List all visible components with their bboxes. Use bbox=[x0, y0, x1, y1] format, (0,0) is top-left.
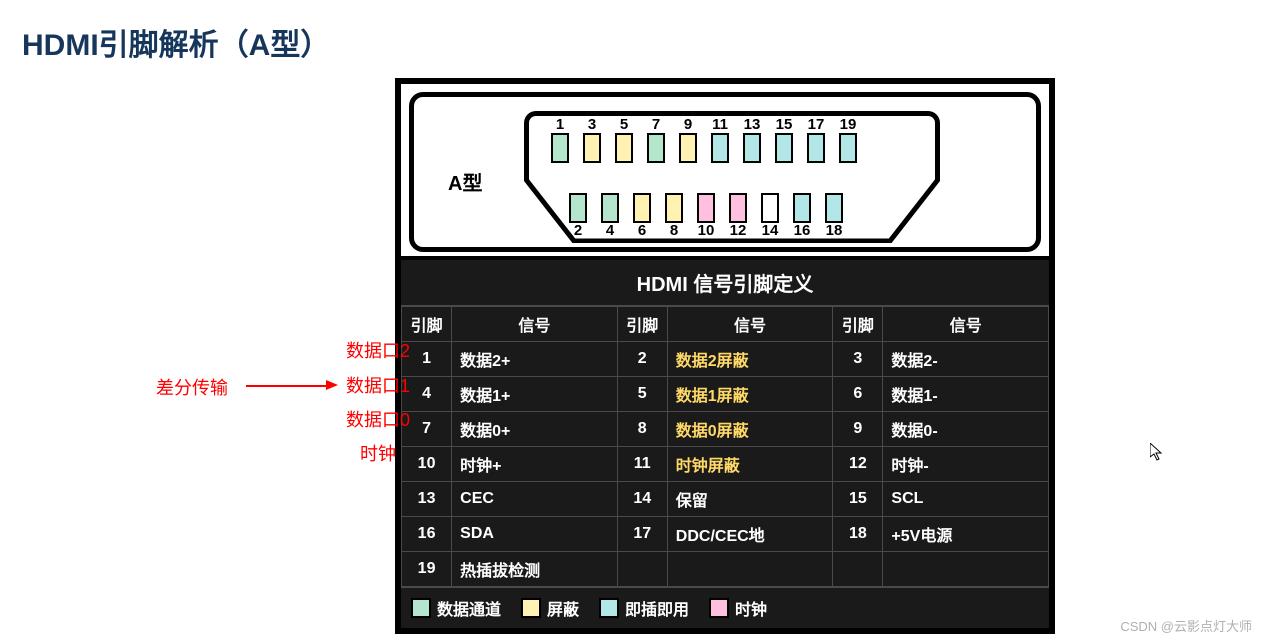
pin-number-cell bbox=[833, 552, 883, 587]
signal-cell: 数据1屏蔽 bbox=[667, 377, 833, 412]
pin-number-cell: 19 bbox=[402, 552, 452, 587]
table-header: 引脚 bbox=[833, 307, 883, 342]
annot-row-1: 数据口1 bbox=[346, 372, 410, 398]
page-title: HDMI引脚解析（A型） bbox=[22, 20, 330, 64]
legend-label: 即插即用 bbox=[625, 596, 689, 620]
table-title: HDMI 信号引脚定义 bbox=[401, 260, 1049, 306]
cursor-icon bbox=[1150, 443, 1164, 466]
pin-table: HDMI 信号引脚定义 引脚信号引脚信号引脚信号 1数据2+2数据2屏蔽3数据2… bbox=[401, 260, 1049, 628]
pin-10: 10 bbox=[694, 193, 718, 239]
table-row: 13CEC14保留15SCL bbox=[402, 482, 1049, 517]
legend-label: 时钟 bbox=[735, 596, 767, 620]
pin-19: 19 bbox=[836, 117, 860, 163]
pin-number-cell: 12 bbox=[833, 447, 883, 482]
legend: 数据通道 屏蔽 即插即用 时钟 bbox=[401, 587, 1049, 628]
table-header: 信号 bbox=[452, 307, 618, 342]
pin-number-cell: 9 bbox=[833, 412, 883, 447]
signal-cell: CEC bbox=[452, 482, 618, 517]
signal-cell: 数据2- bbox=[883, 342, 1049, 377]
legend-swatch bbox=[599, 598, 619, 618]
pin-5: 5 bbox=[612, 117, 636, 163]
table-header: 信号 bbox=[667, 307, 833, 342]
pin-14: 14 bbox=[758, 193, 782, 239]
annot-row-0: 数据口2 bbox=[346, 337, 410, 363]
pin-number-cell: 8 bbox=[617, 412, 667, 447]
signal-cell: +5V电源 bbox=[883, 517, 1049, 552]
table-row: 1数据2+2数据2屏蔽3数据2- bbox=[402, 342, 1049, 377]
pin-number-cell: 17 bbox=[617, 517, 667, 552]
pin-16: 16 bbox=[790, 193, 814, 239]
pin-number-cell: 11 bbox=[617, 447, 667, 482]
table-row: 10时钟+11时钟屏蔽12时钟- bbox=[402, 447, 1049, 482]
annot-row-3: 时钟 bbox=[360, 440, 396, 466]
pin-6: 6 bbox=[630, 193, 654, 239]
signal-cell: 保留 bbox=[667, 482, 833, 517]
signal-cell: 时钟屏蔽 bbox=[667, 447, 833, 482]
pin-number-cell bbox=[617, 552, 667, 587]
signal-cell: 数据2屏蔽 bbox=[667, 342, 833, 377]
signal-cell: 数据0- bbox=[883, 412, 1049, 447]
watermark: CSDN @云影点灯大师 bbox=[1120, 616, 1252, 635]
signal-cell: 数据0+ bbox=[452, 412, 618, 447]
table-row: 16SDA17DDC/CEC地18+5V电源 bbox=[402, 517, 1049, 552]
pin-9: 9 bbox=[676, 117, 700, 163]
legend-swatch bbox=[411, 598, 431, 618]
pin-2: 2 bbox=[566, 193, 590, 239]
signal-cell: SCL bbox=[883, 482, 1049, 517]
pin-1: 1 bbox=[548, 117, 572, 163]
table-header: 信号 bbox=[883, 307, 1049, 342]
signal-cell bbox=[883, 552, 1049, 587]
signal-cell: 数据1+ bbox=[452, 377, 618, 412]
signal-cell: 数据0屏蔽 bbox=[667, 412, 833, 447]
arrow-icon bbox=[246, 385, 326, 387]
pin-11: 11 bbox=[708, 117, 732, 163]
pin-number-cell: 6 bbox=[833, 377, 883, 412]
table-header: 引脚 bbox=[617, 307, 667, 342]
table-row: 4数据1+5数据1屏蔽6数据1- bbox=[402, 377, 1049, 412]
pin-7: 7 bbox=[644, 117, 668, 163]
table-row: 19热插拔检测 bbox=[402, 552, 1049, 587]
pin-number-cell: 3 bbox=[833, 342, 883, 377]
annot-diff: 差分传输 bbox=[156, 374, 228, 400]
signal-cell: 时钟- bbox=[883, 447, 1049, 482]
pin-18: 18 bbox=[822, 193, 846, 239]
table-row: 7数据0+8数据0屏蔽9数据0- bbox=[402, 412, 1049, 447]
signal-cell: 数据1- bbox=[883, 377, 1049, 412]
signal-cell: DDC/CEC地 bbox=[667, 517, 833, 552]
pin-15: 15 bbox=[772, 117, 796, 163]
pin-number-cell: 14 bbox=[617, 482, 667, 517]
pin-13: 13 bbox=[740, 117, 764, 163]
connector-diagram: A型 135791113151719 24681012141618 bbox=[401, 84, 1049, 256]
signal-cell bbox=[667, 552, 833, 587]
pin-8: 8 bbox=[662, 193, 686, 239]
pin-3: 3 bbox=[580, 117, 604, 163]
connector-type-label: A型 bbox=[448, 167, 482, 196]
arrow-head-icon bbox=[326, 380, 338, 390]
signal-cell: 热插拔检测 bbox=[452, 552, 618, 587]
signal-cell: 时钟+ bbox=[452, 447, 618, 482]
hdmi-panel: A型 135791113151719 24681012141618 HDMI 信… bbox=[395, 78, 1055, 634]
pin-17: 17 bbox=[804, 117, 828, 163]
pin-number-cell: 10 bbox=[402, 447, 452, 482]
pin-4: 4 bbox=[598, 193, 622, 239]
legend-label: 屏蔽 bbox=[547, 596, 579, 620]
signal-cell: 数据2+ bbox=[452, 342, 618, 377]
legend-swatch bbox=[709, 598, 729, 618]
signal-cell: SDA bbox=[452, 517, 618, 552]
pin-number-cell: 16 bbox=[402, 517, 452, 552]
legend-swatch bbox=[521, 598, 541, 618]
pin-number-cell: 2 bbox=[617, 342, 667, 377]
pin-number-cell: 18 bbox=[833, 517, 883, 552]
pin-number-cell: 13 bbox=[402, 482, 452, 517]
pin-number-cell: 5 bbox=[617, 377, 667, 412]
pin-12: 12 bbox=[726, 193, 750, 239]
pin-number-cell: 15 bbox=[833, 482, 883, 517]
legend-label: 数据通道 bbox=[437, 596, 501, 620]
annot-row-2: 数据口0 bbox=[346, 406, 410, 432]
